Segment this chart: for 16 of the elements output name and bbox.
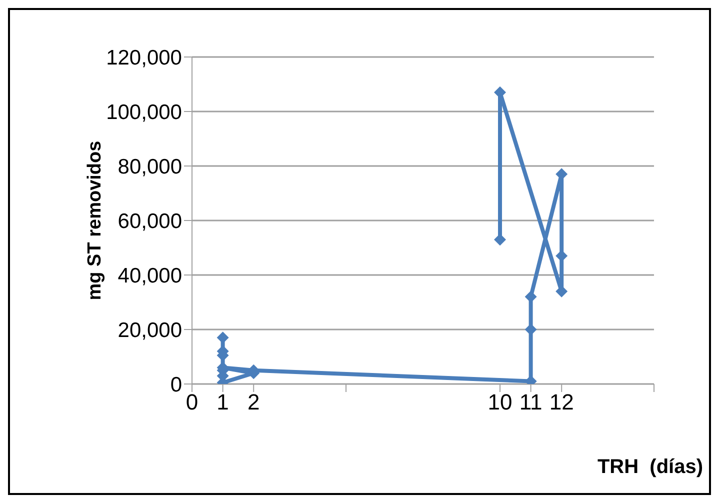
x-tick-label: 1: [216, 390, 229, 415]
y-tick-label: 40,000: [118, 264, 182, 288]
y-tick-label: 80,000: [118, 155, 182, 178]
x-axis-title: TRH (días): [597, 456, 703, 479]
point: [524, 324, 537, 336]
x-tick-label: 12: [549, 390, 574, 415]
y-tick-label: 20,000: [118, 318, 182, 342]
y-tick-label: 0: [170, 373, 182, 396]
y-tick-label: 60,000: [118, 210, 182, 233]
x-tick-label: 2: [247, 390, 260, 415]
x-tick-label: 11: [519, 390, 542, 415]
y-tick-label: 100,000: [106, 100, 182, 124]
x-tick-label: 0: [186, 390, 198, 415]
x-tick-label: 10: [488, 390, 512, 415]
y-axis-title: mg ST removidos: [84, 140, 106, 300]
y-tick-label: 120,000: [106, 46, 182, 70]
